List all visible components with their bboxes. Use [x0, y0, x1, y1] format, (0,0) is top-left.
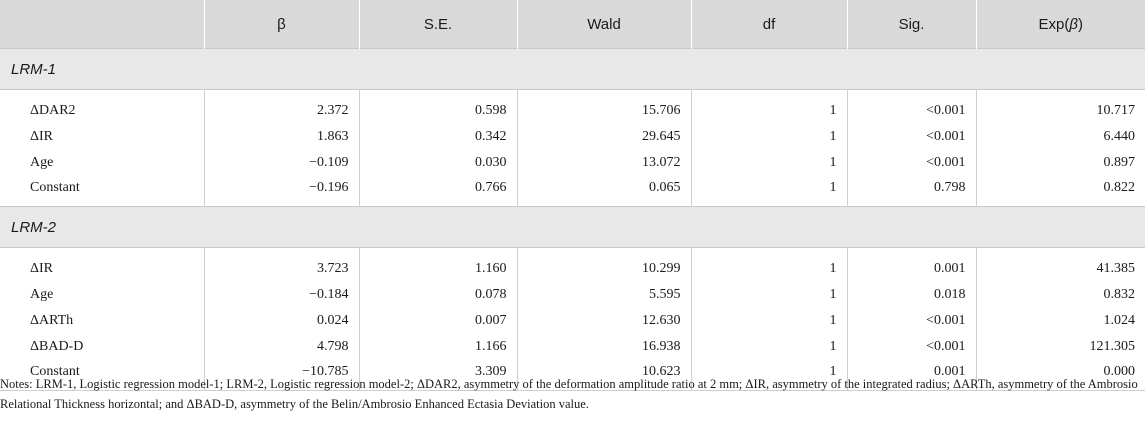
table-cell: 0.822: [975, 176, 1145, 207]
table-cell: 0.342: [358, 124, 517, 150]
table-cell: 10.623: [516, 360, 691, 391]
table-cell: 41.385: [975, 247, 1145, 282]
table-cell: 0.030: [358, 150, 517, 176]
table-cell: 10.299: [516, 247, 691, 282]
table-row: Age −0.184 0.078 5.595 1 0.018 0.832: [0, 282, 1145, 308]
table-cell: 1: [690, 150, 847, 176]
table-cell: 3.723: [203, 247, 359, 282]
table-cell: 0.897: [975, 150, 1145, 176]
row-label: ΔIR: [30, 129, 54, 144]
table-cell: 0.078: [358, 282, 517, 308]
table-cell: 2.372: [203, 89, 359, 124]
section-label: LRM-1: [0, 48, 1145, 90]
table-cell: 16.938: [516, 334, 691, 360]
table-cell: 29.645: [516, 124, 691, 150]
table-cell: <0.001: [846, 150, 976, 176]
table-cell: <0.001: [846, 334, 976, 360]
header-cell-sig: Sig.: [846, 0, 976, 49]
header-row: β S.E. Wald df Sig. Exp(β): [0, 0, 1145, 49]
table-cell: 1: [690, 282, 847, 308]
header-cell-se: S.E.: [358, 0, 517, 49]
table-cell: 0.007: [358, 308, 517, 334]
regression-table: β S.E. Wald df Sig. Exp(β) LRM-1 ΔDAR2 2.3…: [0, 0, 1145, 391]
table-cell: 13.072: [516, 150, 691, 176]
table-row: ΔIR 3.723 1.160 10.299 1 0.001 41.385: [0, 247, 1145, 282]
table-row: Constant −10.785 3.309 10.623 1 0.001 0.000: [0, 360, 1145, 391]
table-cell: 0.766: [358, 176, 517, 207]
table-cell: 1: [690, 308, 847, 334]
header-cell-beta: β: [203, 0, 359, 49]
table-cell: 6.440: [975, 124, 1145, 150]
table-cell: 1: [690, 334, 847, 360]
table-row: ΔARTh 0.024 0.007 12.630 1 <0.001 1.024: [0, 308, 1145, 334]
section-row: LRM-2: [0, 206, 1145, 248]
table-cell: 0.065: [516, 176, 691, 207]
row-label: ΔIR: [30, 261, 54, 276]
table-cell: 1: [690, 176, 847, 207]
table-cell: 10.717: [975, 89, 1145, 124]
table-cell: −0.184: [203, 282, 359, 308]
table-row: ΔIR 1.863 0.342 29.645 1 <0.001 6.440: [0, 124, 1145, 150]
row-label: Age: [30, 287, 54, 302]
table-cell: 0.832: [975, 282, 1145, 308]
table-row: ΔBAD-D 4.798 1.166 16.938 1 <0.001 121.305: [0, 334, 1145, 360]
table-cell: 1.160: [358, 247, 517, 282]
table-body: LRM-1 ΔDAR2 2.372 0.598 15.706 1 <0.001 10.717 Δ…: [0, 48, 1145, 391]
table-cell: 4.798: [203, 334, 359, 360]
table-cell: 0.598: [358, 89, 517, 124]
header-cell-exp-beta: Exp(β): [975, 0, 1145, 49]
table-row: Constant −0.196 0.766 0.065 1 0.798 0.822: [0, 176, 1145, 207]
table-cell: 1.863: [203, 124, 359, 150]
header-cell-blank: [0, 0, 204, 49]
table-cell: 0.798: [846, 176, 976, 207]
header-cell-wald: Wald: [516, 0, 691, 49]
table-cell: 0.001: [846, 247, 976, 282]
table-cell: 5.595: [516, 282, 691, 308]
row-label: Constant: [30, 180, 80, 195]
table-cell: −0.196: [203, 176, 359, 207]
row-label: ΔBAD-D: [30, 339, 84, 354]
table-cell: 1: [690, 124, 847, 150]
table-cell: <0.001: [846, 89, 976, 124]
table-cell: 1.024: [975, 308, 1145, 334]
table-cell: 15.706: [516, 89, 691, 124]
table-notes: Notes: LRM-1, Logistic regression model-…: [0, 377, 1138, 411]
table-cell: 0.000: [975, 360, 1145, 391]
table-cell: 12.630: [516, 308, 691, 334]
row-label: Constant: [30, 364, 80, 379]
row-label: Age: [30, 155, 54, 170]
table-cell: 121.305: [975, 334, 1145, 360]
table-row: Age −0.109 0.030 13.072 1 <0.001 0.897: [0, 150, 1145, 176]
table-row: ΔDAR2 2.372 0.598 15.706 1 <0.001 10.717: [0, 89, 1145, 124]
table-cell: <0.001: [846, 308, 976, 334]
table-cell: 0.018: [846, 282, 976, 308]
table-cell: −10.785: [203, 360, 359, 391]
table-cell: 1.166: [358, 334, 517, 360]
table-cell: 1: [690, 247, 847, 282]
row-label: ΔDAR2: [30, 103, 76, 118]
table-cell: 0.001: [846, 360, 976, 391]
table-cell: <0.001: [846, 124, 976, 150]
section-row: LRM-1: [0, 48, 1145, 90]
table-cell: 1: [690, 89, 847, 124]
table-cell: 1: [690, 360, 847, 391]
table-cell: −0.109: [203, 150, 359, 176]
row-label: ΔARTh: [30, 313, 74, 328]
section-label: LRM-2: [0, 206, 1145, 248]
header-cell-df: df: [690, 0, 847, 49]
table-cell: 3.309: [358, 360, 517, 391]
table-cell: 0.024: [203, 308, 359, 334]
